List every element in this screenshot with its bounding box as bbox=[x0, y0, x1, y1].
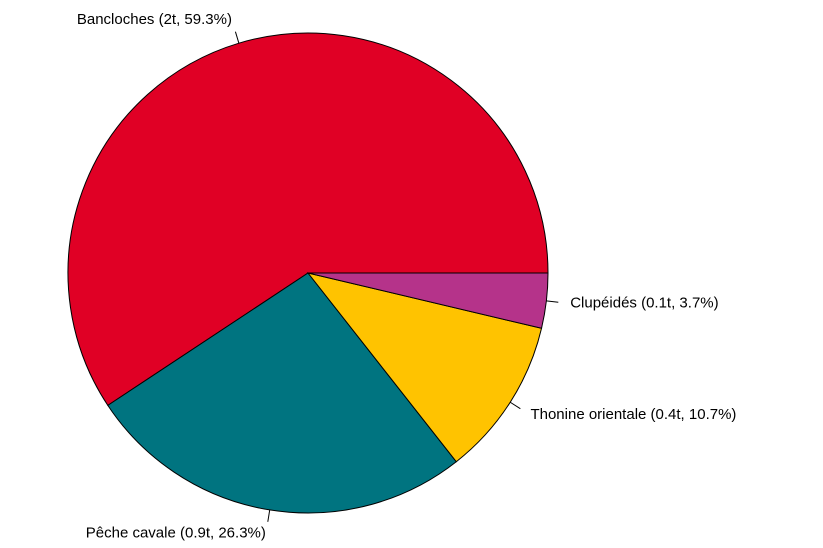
slice-label: Bancloches (2t, 59.3%) bbox=[77, 11, 232, 28]
pie-slice bbox=[67, 32, 549, 407]
label-tick bbox=[546, 300, 559, 303]
pie-slice bbox=[306, 272, 543, 463]
label-tick bbox=[234, 31, 240, 44]
slice-label: Clupéidés (0.1t, 3.7%) bbox=[570, 295, 718, 312]
pie-slice bbox=[307, 272, 549, 329]
slice-label: Pêche cavale (0.9t, 26.3%) bbox=[86, 525, 266, 542]
label-tick bbox=[509, 401, 521, 410]
pie-slice bbox=[107, 272, 457, 514]
label-tick bbox=[267, 509, 271, 522]
slice-label: Thonine orientale (0.4t, 10.7%) bbox=[530, 406, 736, 423]
